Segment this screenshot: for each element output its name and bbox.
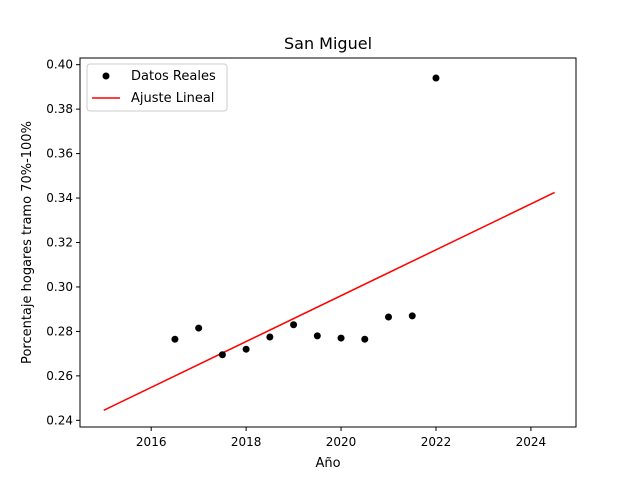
fit-line [103,191,555,412]
y-tick-label: 0.38 [46,102,73,116]
x-tick-label: 2018 [231,435,262,449]
y-tick-label: 0.30 [46,280,73,294]
data-point [266,333,274,341]
data-point [361,335,369,343]
data-point [385,313,393,321]
legend: Datos Reales Ajuste Lineal [86,63,228,112]
y-tick-label: 0.24 [46,413,73,427]
data-point [313,332,321,340]
y-tick-label: 0.26 [46,369,73,383]
legend-label-datos-reales: Datos Reales [131,69,216,84]
data-point [218,351,226,359]
x-tick-label: 2020 [326,435,357,449]
x-axis-ticks: 2016 2018 2020 2022 2024 [136,427,546,449]
x-axis-label: Año [315,456,340,471]
y-tick-label: 0.34 [46,191,73,205]
y-tick-label: 0.28 [46,324,73,338]
data-point [171,335,179,343]
data-point [408,312,416,320]
legend-marker-datos-reales [102,72,110,80]
data-point [242,345,250,353]
chart-title: San Miguel [284,34,372,53]
x-tick-label: 2024 [516,435,547,449]
legend-label-ajuste-lineal: Ajuste Lineal [131,91,214,106]
y-tick-label: 0.36 [46,147,73,161]
x-tick-label: 2022 [421,435,452,449]
data-point [195,324,203,332]
data-point [290,321,298,329]
fit-line-layer [103,191,555,412]
legend-frame [86,63,228,112]
plot-area [80,58,576,427]
y-tick-label: 0.40 [46,58,73,72]
data-point [337,334,345,342]
scatter-points-layer [171,74,440,359]
x-tick-label: 2016 [136,435,167,449]
data-point [432,74,440,82]
y-tick-label: 0.32 [46,236,73,250]
y-axis-ticks: 0.24 0.26 0.28 0.30 0.32 0.34 0.36 0.38 0.40 [46,58,80,427]
y-axis-label: Porcentaje hogares tramo 70%-100% [20,121,35,364]
